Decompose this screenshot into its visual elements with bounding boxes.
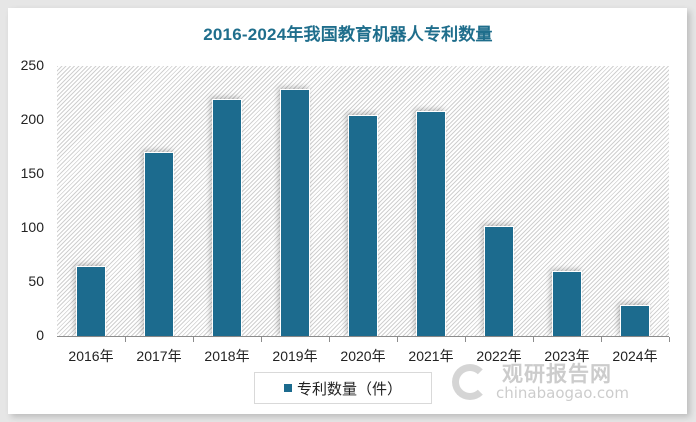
y-tick-label: 0 (36, 327, 44, 343)
x-tick-mark (329, 337, 330, 342)
x-tick-label: 2019年 (272, 348, 318, 364)
y-tick-label: 100 (20, 219, 44, 235)
x-tick-mark (125, 337, 126, 342)
watermark-logo-icon (452, 364, 488, 400)
x-tick-mark (193, 337, 194, 342)
bar-2019年 (280, 88, 310, 336)
x-tick-label: 2018年 (204, 348, 250, 364)
y-tick-label: 200 (20, 111, 44, 127)
x-tick-mark (397, 337, 398, 342)
bar-2024年 (620, 304, 650, 336)
bar-2017年 (144, 152, 174, 336)
x-axis-line (57, 336, 669, 337)
x-tick-mark (669, 337, 670, 342)
bar-2021年 (416, 111, 446, 336)
y-tick-label: 250 (20, 57, 44, 73)
bar-2016年 (76, 265, 106, 336)
watermark: 观研报告网 chinabaogao.com (452, 360, 652, 406)
legend: 专利数量（件） (254, 372, 432, 404)
x-tick-label: 2021年 (408, 348, 454, 364)
bar-2022年 (484, 225, 514, 336)
bar-2018年 (212, 99, 242, 336)
x-tick-label: 2023年 (544, 348, 590, 364)
y-tick-label: 50 (28, 273, 44, 289)
bar-2023年 (552, 271, 582, 336)
watermark-en: chinabaogao.com (496, 384, 629, 402)
x-tick-label: 2016年 (68, 348, 114, 364)
y-tick-label: 150 (20, 165, 44, 181)
x-tick-mark (261, 337, 262, 342)
x-tick-label: 2020年 (340, 348, 386, 364)
legend-label: 专利数量（件） (296, 379, 402, 398)
chart-title: 2016-2024年我国教育机器人专利数量 (203, 25, 493, 44)
bar-2020年 (348, 114, 378, 336)
x-tick-mark (601, 337, 602, 342)
watermark-cn: 观研报告网 (502, 362, 612, 386)
x-tick-label: 2017年 (136, 348, 182, 364)
x-tick-mark (465, 337, 466, 342)
x-tick-label: 2022年 (476, 348, 522, 364)
x-tick-label: 2024年 (612, 348, 658, 364)
legend-swatch (283, 384, 292, 392)
x-tick-mark (533, 337, 534, 342)
